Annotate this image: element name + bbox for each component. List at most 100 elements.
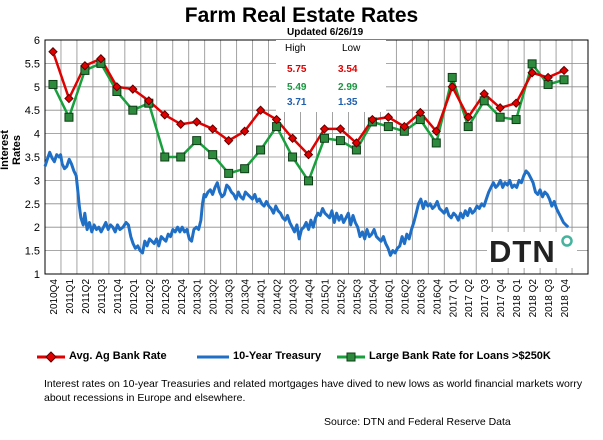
point-ag bbox=[559, 65, 569, 76]
point-large-bank bbox=[447, 72, 457, 82]
y-tick-label: 5 bbox=[34, 82, 40, 94]
point-large-bank bbox=[511, 115, 521, 125]
legend-swatch-large-bank bbox=[337, 352, 365, 362]
x-tick-label: 2014Q3 bbox=[289, 279, 300, 315]
point-ag bbox=[399, 121, 410, 132]
x-tick-label: 2016Q1 bbox=[384, 279, 395, 315]
point-ag bbox=[479, 89, 489, 99]
point-large-bank bbox=[224, 168, 234, 178]
point-large-bank bbox=[48, 79, 58, 89]
x-tick-label: 2011Q4 bbox=[113, 279, 124, 314]
ag-low-value: 3.54 bbox=[338, 64, 358, 75]
x-tick-label: 2017 Q1 bbox=[448, 279, 459, 318]
high-low-table: High Low 5.75 3.54 5.49 2.99 3.71 1.35 bbox=[276, 40, 386, 112]
point-ag bbox=[160, 110, 170, 120]
y-tick-label: 1 bbox=[34, 269, 40, 281]
point-large-bank bbox=[431, 138, 441, 148]
x-tick-label: 2013Q4 bbox=[241, 279, 252, 315]
x-tick-label: 2012Q1 bbox=[129, 279, 140, 315]
x-tick-label: 2017 Q4 bbox=[496, 279, 507, 318]
large-bank-low-value: 2.99 bbox=[338, 82, 358, 93]
point-ag bbox=[271, 114, 282, 125]
large-bank-high-value: 5.49 bbox=[287, 82, 307, 93]
y-tick-label: 3.5 bbox=[25, 152, 40, 164]
point-large-bank bbox=[192, 136, 202, 146]
point-large-bank bbox=[160, 152, 170, 162]
point-ag bbox=[48, 46, 58, 57]
low-header: Low bbox=[342, 43, 361, 54]
x-tick-label: 2012Q4 bbox=[177, 279, 188, 315]
chart-subtitle: Updated 6/26/19 bbox=[287, 27, 364, 38]
x-tick-label: 2012Q3 bbox=[161, 279, 172, 315]
x-tick-label: 2017 Q2 bbox=[464, 279, 475, 318]
x-tick-label: 2011Q3 bbox=[97, 279, 108, 314]
point-ag bbox=[495, 103, 505, 113]
point-large-bank bbox=[176, 152, 186, 162]
point-large-bank bbox=[128, 105, 138, 115]
y-tick-label: 4.5 bbox=[25, 105, 40, 117]
point-ag bbox=[192, 117, 202, 127]
point-large-bank bbox=[256, 145, 266, 155]
point-ag bbox=[511, 98, 521, 108]
treasury-high-value: 3.71 bbox=[287, 97, 307, 108]
source-text: Source: DTN and Federal Reserve Data bbox=[324, 416, 511, 428]
point-ag bbox=[112, 82, 122, 92]
y-axis-label: Interest Rates bbox=[0, 130, 23, 170]
x-tick-label: 2017 Q3 bbox=[480, 279, 491, 318]
point-ag bbox=[223, 135, 234, 146]
dtn-logo-graphic: DTN bbox=[489, 234, 573, 269]
y-tick-label: 2.5 bbox=[25, 199, 40, 211]
point-ag bbox=[351, 138, 362, 148]
point-ag bbox=[319, 124, 330, 134]
high-header: High bbox=[285, 43, 306, 54]
point-large-bank bbox=[335, 136, 345, 146]
x-tick-label: 2015Q4 bbox=[368, 279, 379, 315]
x-tick-label: 2016Q3 bbox=[416, 279, 427, 315]
point-ag bbox=[383, 112, 394, 122]
point-large-bank bbox=[208, 150, 218, 160]
legend-swatch-treasury bbox=[197, 355, 229, 359]
legend-label-large-bank: Large Bank Rate for Loans >$250K bbox=[369, 350, 551, 362]
point-ag bbox=[367, 114, 378, 125]
y-tick-label: 6 bbox=[34, 35, 40, 47]
x-tick-label: 2012Q2 bbox=[145, 279, 156, 315]
chart-title: Farm Real Estate Rates bbox=[184, 4, 419, 27]
chart-note: Interest rates on 10-year Treasuries and… bbox=[44, 378, 583, 404]
point-ag bbox=[527, 68, 537, 78]
treasury-low-value: 1.35 bbox=[338, 97, 358, 108]
point-large-bank bbox=[64, 112, 74, 122]
legend: Avg. Ag Bank Rate 10-Year Treasury Large… bbox=[0, 348, 603, 366]
point-ag bbox=[303, 149, 314, 160]
legend-label-treasury: 10-Year Treasury bbox=[233, 350, 322, 362]
x-tick-label: 2015Q3 bbox=[352, 279, 363, 315]
x-tick-label: 2014Q2 bbox=[273, 279, 284, 315]
point-large-bank bbox=[240, 164, 250, 174]
x-tick-label: 2018 Q2 bbox=[528, 279, 539, 318]
x-tick-label: 2013Q3 bbox=[225, 279, 236, 315]
x-tick-label: 2015Q2 bbox=[336, 279, 347, 315]
x-tick-label: 2014Q1 bbox=[257, 279, 268, 315]
point-large-bank bbox=[288, 152, 298, 162]
dtn-logo-dot bbox=[561, 235, 573, 247]
ag-high-value: 5.75 bbox=[287, 64, 307, 75]
y-tick-label: 2 bbox=[34, 222, 40, 234]
y-tick-label: 4 bbox=[34, 129, 40, 141]
x-tick-label: 2016Q2 bbox=[400, 279, 411, 315]
legend-label-ag: Avg. Ag Bank Rate bbox=[69, 350, 167, 362]
series-line-treasury bbox=[43, 150, 570, 257]
y-tick-label: 5.5 bbox=[25, 58, 40, 70]
legend-swatch-ag bbox=[37, 351, 65, 363]
x-tick-label: 2014Q4 bbox=[305, 279, 316, 315]
x-tick-label: 2018 Q4 bbox=[560, 279, 571, 318]
point-ag bbox=[447, 82, 457, 92]
point-large-bank bbox=[463, 122, 473, 132]
point-ag bbox=[176, 119, 186, 129]
point-ag bbox=[207, 124, 218, 134]
x-tick-label: 2018 Q1 bbox=[512, 279, 523, 318]
x-tick-label: 2011Q1 bbox=[65, 279, 76, 314]
y-tick-label: 1.5 bbox=[25, 246, 40, 258]
point-ag bbox=[431, 126, 441, 136]
y-tick-label: 3 bbox=[34, 175, 40, 187]
